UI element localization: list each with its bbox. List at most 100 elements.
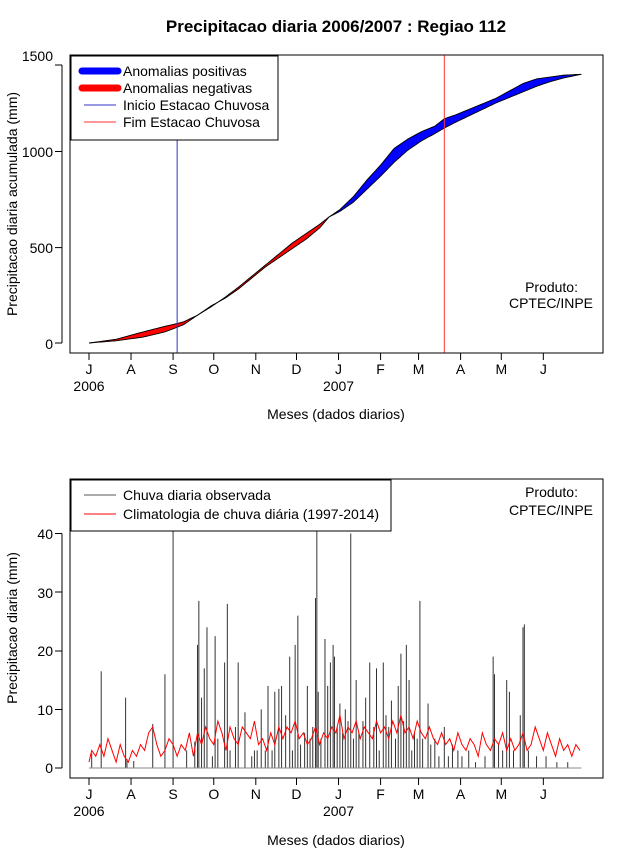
top-y-axis: 1500 1000 500 0 xyxy=(22,48,63,352)
negative-anomaly-segment xyxy=(153,328,156,335)
negative-anomaly-segment xyxy=(144,330,147,337)
positive-anomaly-segment xyxy=(408,137,411,150)
positive-anomaly-segment xyxy=(388,152,391,169)
x-tick-label: F xyxy=(376,786,385,802)
positive-anomaly-segment xyxy=(543,77,545,85)
positive-anomaly-segment xyxy=(426,128,429,139)
positive-anomaly-segment xyxy=(518,84,521,94)
x-tick-label: O xyxy=(208,361,219,377)
positive-anomaly-segment xyxy=(525,81,528,92)
negative-anomaly-segment xyxy=(147,330,149,337)
bottom-annotation-produto: Produto: xyxy=(525,484,578,500)
negative-anomaly-segment xyxy=(151,329,153,336)
positive-anomaly-segment xyxy=(422,130,425,141)
x-tick-label: S xyxy=(168,361,177,377)
positive-anomaly-segment xyxy=(406,138,408,152)
x-tick-label: A xyxy=(126,786,136,802)
negative-anomaly-segment xyxy=(149,329,152,336)
top-y-tick-label: 1000 xyxy=(22,144,53,160)
positive-anomaly-segment xyxy=(521,83,524,93)
positive-anomaly-segment xyxy=(449,116,452,126)
negative-anomaly-segment xyxy=(160,326,163,334)
positive-anomaly-segment xyxy=(414,134,417,146)
x-tick-label: A xyxy=(456,361,466,377)
legend-anomalias-positivas: Anomalias positivas xyxy=(123,63,247,79)
positive-anomaly-segment xyxy=(404,139,407,154)
positive-anomaly-segment xyxy=(416,132,419,145)
positive-anomaly-segment xyxy=(452,115,455,125)
positive-anomaly-segment xyxy=(464,110,467,119)
positive-anomaly-segment xyxy=(528,80,530,90)
positive-anomaly-segment xyxy=(514,86,517,96)
positive-anomaly-segment xyxy=(419,131,422,143)
x-tick-label: S xyxy=(168,786,177,802)
negative-anomaly-segment xyxy=(155,328,157,335)
x-tick-label: A xyxy=(456,786,466,802)
positive-anomaly-segment xyxy=(533,79,536,88)
negative-anomaly-segment xyxy=(159,327,162,334)
negative-anomaly-segment xyxy=(143,331,145,338)
positive-anomaly-segment xyxy=(429,127,431,137)
positive-anomaly-segment xyxy=(468,108,471,117)
positive-anomaly-segment xyxy=(513,87,516,97)
top-annotation-produto: Produto: xyxy=(525,279,578,295)
positive-anomaly-segment xyxy=(402,141,404,156)
top-annotation-cptec: CPTEC/INPE xyxy=(509,295,593,311)
positive-anomaly-segment xyxy=(445,117,448,128)
positive-anomaly-segment xyxy=(425,129,427,140)
x-tick-label: N xyxy=(251,361,261,377)
positive-anomaly-segment xyxy=(423,129,426,140)
top-y-tick-label: 1500 xyxy=(22,48,53,64)
positive-anomaly-segment xyxy=(389,151,392,167)
positive-anomaly-segment xyxy=(453,114,456,124)
x-tick-label: M xyxy=(495,361,507,377)
bottom-y-tick-label: 30 xyxy=(37,585,53,601)
x-tick-label: A xyxy=(126,361,136,377)
legend-anomalias-negativas: Anomalias negativas xyxy=(123,80,252,96)
x-tick-label: J xyxy=(85,361,92,377)
positive-anomaly-segment xyxy=(403,140,406,155)
bottom-y-tick-label: 20 xyxy=(37,643,53,659)
top-y-axis-label: Precipitacao diaria acumulada (mm) xyxy=(4,92,20,316)
positive-anomaly-segment xyxy=(457,113,460,122)
positive-anomaly-segment xyxy=(399,143,402,158)
observed-daily-bars xyxy=(91,498,569,768)
positive-anomaly-segment xyxy=(454,114,457,123)
positive-anomaly-segment xyxy=(465,109,468,118)
positive-anomaly-segment xyxy=(536,78,539,87)
bottom-y-axis-label: Precipitacao diaria (mm) xyxy=(4,552,20,704)
bottom-y-tick-label: 10 xyxy=(37,702,53,718)
positive-anomaly-segment xyxy=(395,146,398,162)
positive-anomaly-segment xyxy=(450,115,453,125)
chart-title: Precipitacao diaria 2006/2007 : Regiao 1… xyxy=(166,17,506,36)
x-tick-label: J xyxy=(85,786,92,802)
positive-anomaly-segment xyxy=(392,147,395,165)
x-tick-label: N xyxy=(251,786,261,802)
positive-anomaly-segment xyxy=(530,80,533,89)
bottom-y-tick-label: 0 xyxy=(45,760,53,776)
x-tick-label: J xyxy=(335,361,342,377)
positive-anomaly-segment xyxy=(415,133,418,146)
x-tick-label: M xyxy=(413,361,425,377)
x-tick-label: M xyxy=(495,786,507,802)
top-y-tick-label: 500 xyxy=(30,240,54,256)
positive-anomaly-segment xyxy=(526,81,529,91)
positive-anomaly-segment xyxy=(456,113,459,123)
positive-anomaly-segment xyxy=(412,135,415,147)
positive-anomaly-segment xyxy=(541,77,544,85)
positive-anomaly-segment xyxy=(431,126,434,136)
positive-anomaly-segment xyxy=(529,80,532,90)
positive-anomaly-segment xyxy=(544,77,547,84)
positive-anomaly-segment xyxy=(534,78,537,88)
positive-anomaly-segment xyxy=(516,86,518,95)
climatology-line xyxy=(88,715,581,764)
bottom-annotation-cptec: CPTEC/INPE xyxy=(509,502,593,518)
negative-anomaly-segment xyxy=(148,329,151,337)
observed-cumulative-line xyxy=(88,73,582,344)
x-year-label: 2006 xyxy=(73,378,104,394)
negative-anomaly-segment xyxy=(141,331,144,338)
x-tick-label: D xyxy=(291,361,301,377)
